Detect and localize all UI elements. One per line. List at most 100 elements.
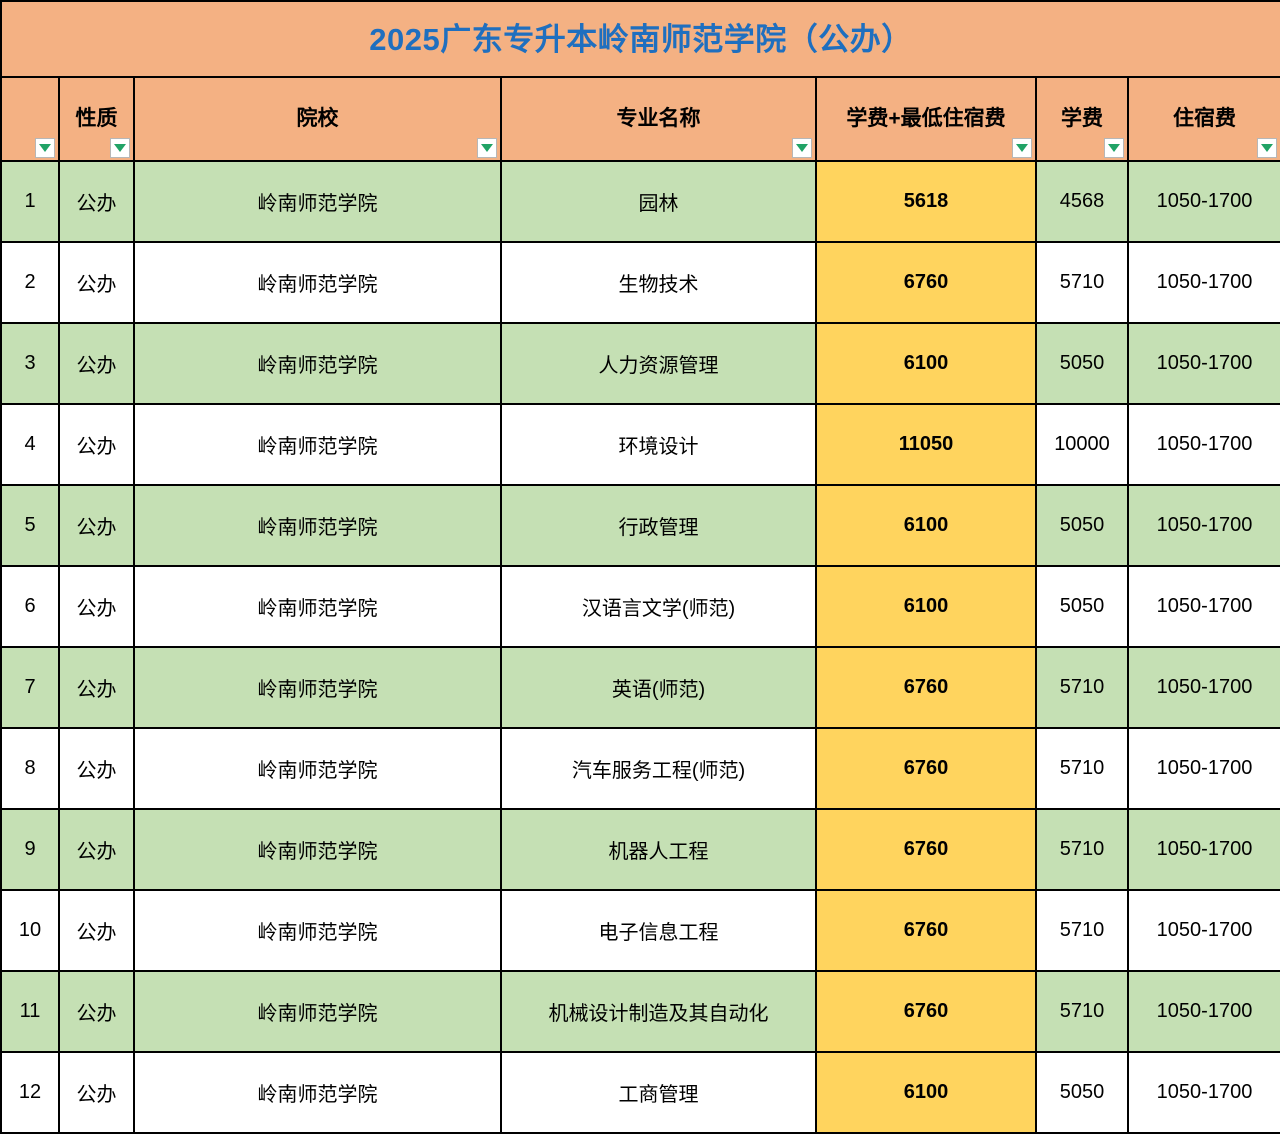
cell-nature[interactable]: 公办 — [58, 646, 135, 729]
cell-total[interactable]: 5618 — [815, 160, 1037, 243]
cell-tuition[interactable]: 10000 — [1035, 403, 1129, 486]
cell-index[interactable]: 12 — [0, 1051, 60, 1134]
table-row[interactable]: 12 公办 岭南师范学院 工商管理 6100 5050 1050-1700 — [0, 1051, 1280, 1134]
cell-index[interactable]: 9 — [0, 808, 60, 891]
filter-dropdown-icon-index[interactable] — [35, 138, 55, 158]
cell-major[interactable]: 环境设计 — [500, 403, 817, 486]
table-row[interactable]: 1 公办 岭南师范学院 园林 5618 4568 1050-1700 — [0, 160, 1280, 243]
cell-school[interactable]: 岭南师范学院 — [133, 808, 502, 891]
cell-major[interactable]: 工商管理 — [500, 1051, 817, 1134]
cell-dorm[interactable]: 1050-1700 — [1126, 160, 1280, 243]
cell-major[interactable]: 园林 — [500, 160, 817, 243]
filter-dropdown-icon-total[interactable] — [1012, 138, 1032, 158]
cell-dorm[interactable]: 1050-1700 — [1126, 727, 1280, 810]
table-row[interactable]: 2 公办 岭南师范学院 生物技术 6760 5710 1050-1700 — [0, 241, 1280, 324]
cell-tuition[interactable]: 5710 — [1035, 970, 1129, 1053]
cell-nature[interactable]: 公办 — [58, 403, 135, 486]
cell-major[interactable]: 行政管理 — [500, 484, 817, 567]
cell-dorm[interactable]: 1050-1700 — [1126, 646, 1280, 729]
cell-major[interactable]: 机器人工程 — [500, 808, 817, 891]
cell-tuition[interactable]: 5050 — [1035, 322, 1129, 405]
cell-total[interactable]: 6100 — [815, 322, 1037, 405]
cell-index[interactable]: 11 — [0, 970, 60, 1053]
filter-dropdown-icon-tuition[interactable] — [1104, 138, 1124, 158]
filter-dropdown-icon-school[interactable] — [477, 138, 497, 158]
cell-school[interactable]: 岭南师范学院 — [133, 646, 502, 729]
cell-major[interactable]: 人力资源管理 — [500, 322, 817, 405]
cell-tuition[interactable]: 5710 — [1035, 241, 1129, 324]
cell-total[interactable]: 6760 — [815, 970, 1037, 1053]
cell-school[interactable]: 岭南师范学院 — [133, 889, 502, 972]
cell-index[interactable]: 7 — [0, 646, 60, 729]
filter-dropdown-icon-nature[interactable] — [110, 138, 130, 158]
cell-nature[interactable]: 公办 — [58, 889, 135, 972]
cell-total[interactable]: 6100 — [815, 1051, 1037, 1134]
table-row[interactable]: 9 公办 岭南师范学院 机器人工程 6760 5710 1050-1700 — [0, 808, 1280, 891]
cell-tuition[interactable]: 5050 — [1035, 1051, 1129, 1134]
table-row[interactable]: 8 公办 岭南师范学院 汽车服务工程(师范) 6760 5710 1050-1700 — [0, 727, 1280, 810]
cell-dorm[interactable]: 1050-1700 — [1126, 241, 1280, 324]
filter-dropdown-icon-major[interactable] — [792, 138, 812, 158]
cell-tuition[interactable]: 5710 — [1035, 646, 1129, 729]
cell-nature[interactable]: 公办 — [58, 1051, 135, 1134]
cell-index[interactable]: 4 — [0, 403, 60, 486]
table-row[interactable]: 4 公办 岭南师范学院 环境设计 11050 10000 1050-1700 — [0, 403, 1280, 486]
cell-total[interactable]: 6760 — [815, 808, 1037, 891]
cell-school[interactable]: 岭南师范学院 — [133, 160, 502, 243]
cell-major[interactable]: 汽车服务工程(师范) — [500, 727, 817, 810]
cell-index[interactable]: 2 — [0, 241, 60, 324]
cell-nature[interactable]: 公办 — [58, 808, 135, 891]
cell-tuition[interactable]: 5710 — [1035, 808, 1129, 891]
cell-dorm[interactable]: 1050-1700 — [1126, 322, 1280, 405]
cell-nature[interactable]: 公办 — [58, 241, 135, 324]
cell-school[interactable]: 岭南师范学院 — [133, 565, 502, 648]
cell-major[interactable]: 汉语言文学(师范) — [500, 565, 817, 648]
cell-school[interactable]: 岭南师范学院 — [133, 322, 502, 405]
cell-nature[interactable]: 公办 — [58, 322, 135, 405]
table-row[interactable]: 11 公办 岭南师范学院 机械设计制造及其自动化 6760 5710 1050-1700 — [0, 970, 1280, 1053]
cell-total[interactable]: 6100 — [815, 565, 1037, 648]
cell-dorm[interactable]: 1050-1700 — [1126, 484, 1280, 567]
cell-major[interactable]: 电子信息工程 — [500, 889, 817, 972]
cell-dorm[interactable]: 1050-1700 — [1126, 565, 1280, 648]
cell-index[interactable]: 8 — [0, 727, 60, 810]
table-row[interactable]: 7 公办 岭南师范学院 英语(师范) 6760 5710 1050-1700 — [0, 646, 1280, 729]
cell-total[interactable]: 6100 — [815, 484, 1037, 567]
cell-school[interactable]: 岭南师范学院 — [133, 727, 502, 810]
cell-tuition[interactable]: 5050 — [1035, 484, 1129, 567]
table-row[interactable]: 3 公办 岭南师范学院 人力资源管理 6100 5050 1050-1700 — [0, 322, 1280, 405]
cell-dorm[interactable]: 1050-1700 — [1126, 1051, 1280, 1134]
cell-dorm[interactable]: 1050-1700 — [1126, 808, 1280, 891]
cell-dorm[interactable]: 1050-1700 — [1126, 889, 1280, 972]
cell-total[interactable]: 6760 — [815, 889, 1037, 972]
cell-index[interactable]: 6 — [0, 565, 60, 648]
cell-tuition[interactable]: 5050 — [1035, 565, 1129, 648]
cell-tuition[interactable]: 4568 — [1035, 160, 1129, 243]
table-row[interactable]: 10 公办 岭南师范学院 电子信息工程 6760 5710 1050-1700 — [0, 889, 1280, 972]
cell-nature[interactable]: 公办 — [58, 970, 135, 1053]
cell-school[interactable]: 岭南师范学院 — [133, 484, 502, 567]
cell-major[interactable]: 机械设计制造及其自动化 — [500, 970, 817, 1053]
cell-tuition[interactable]: 5710 — [1035, 727, 1129, 810]
cell-nature[interactable]: 公办 — [58, 727, 135, 810]
cell-nature[interactable]: 公办 — [58, 565, 135, 648]
cell-index[interactable]: 1 — [0, 160, 60, 243]
cell-major[interactable]: 生物技术 — [500, 241, 817, 324]
cell-total[interactable]: 6760 — [815, 727, 1037, 810]
cell-total[interactable]: 11050 — [815, 403, 1037, 486]
cell-school[interactable]: 岭南师范学院 — [133, 403, 502, 486]
cell-school[interactable]: 岭南师范学院 — [133, 241, 502, 324]
cell-nature[interactable]: 公办 — [58, 484, 135, 567]
cell-tuition[interactable]: 5710 — [1035, 889, 1129, 972]
cell-school[interactable]: 岭南师范学院 — [133, 1051, 502, 1134]
cell-index[interactable]: 3 — [0, 322, 60, 405]
table-row[interactable]: 5 公办 岭南师范学院 行政管理 6100 5050 1050-1700 — [0, 484, 1280, 567]
cell-dorm[interactable]: 1050-1700 — [1126, 970, 1280, 1053]
cell-dorm[interactable]: 1050-1700 — [1126, 403, 1280, 486]
cell-index[interactable]: 10 — [0, 889, 60, 972]
cell-index[interactable]: 5 — [0, 484, 60, 567]
filter-dropdown-icon-dorm[interactable] — [1257, 138, 1278, 158]
cell-total[interactable]: 6760 — [815, 241, 1037, 324]
cell-major[interactable]: 英语(师范) — [500, 646, 817, 729]
cell-total[interactable]: 6760 — [815, 646, 1037, 729]
